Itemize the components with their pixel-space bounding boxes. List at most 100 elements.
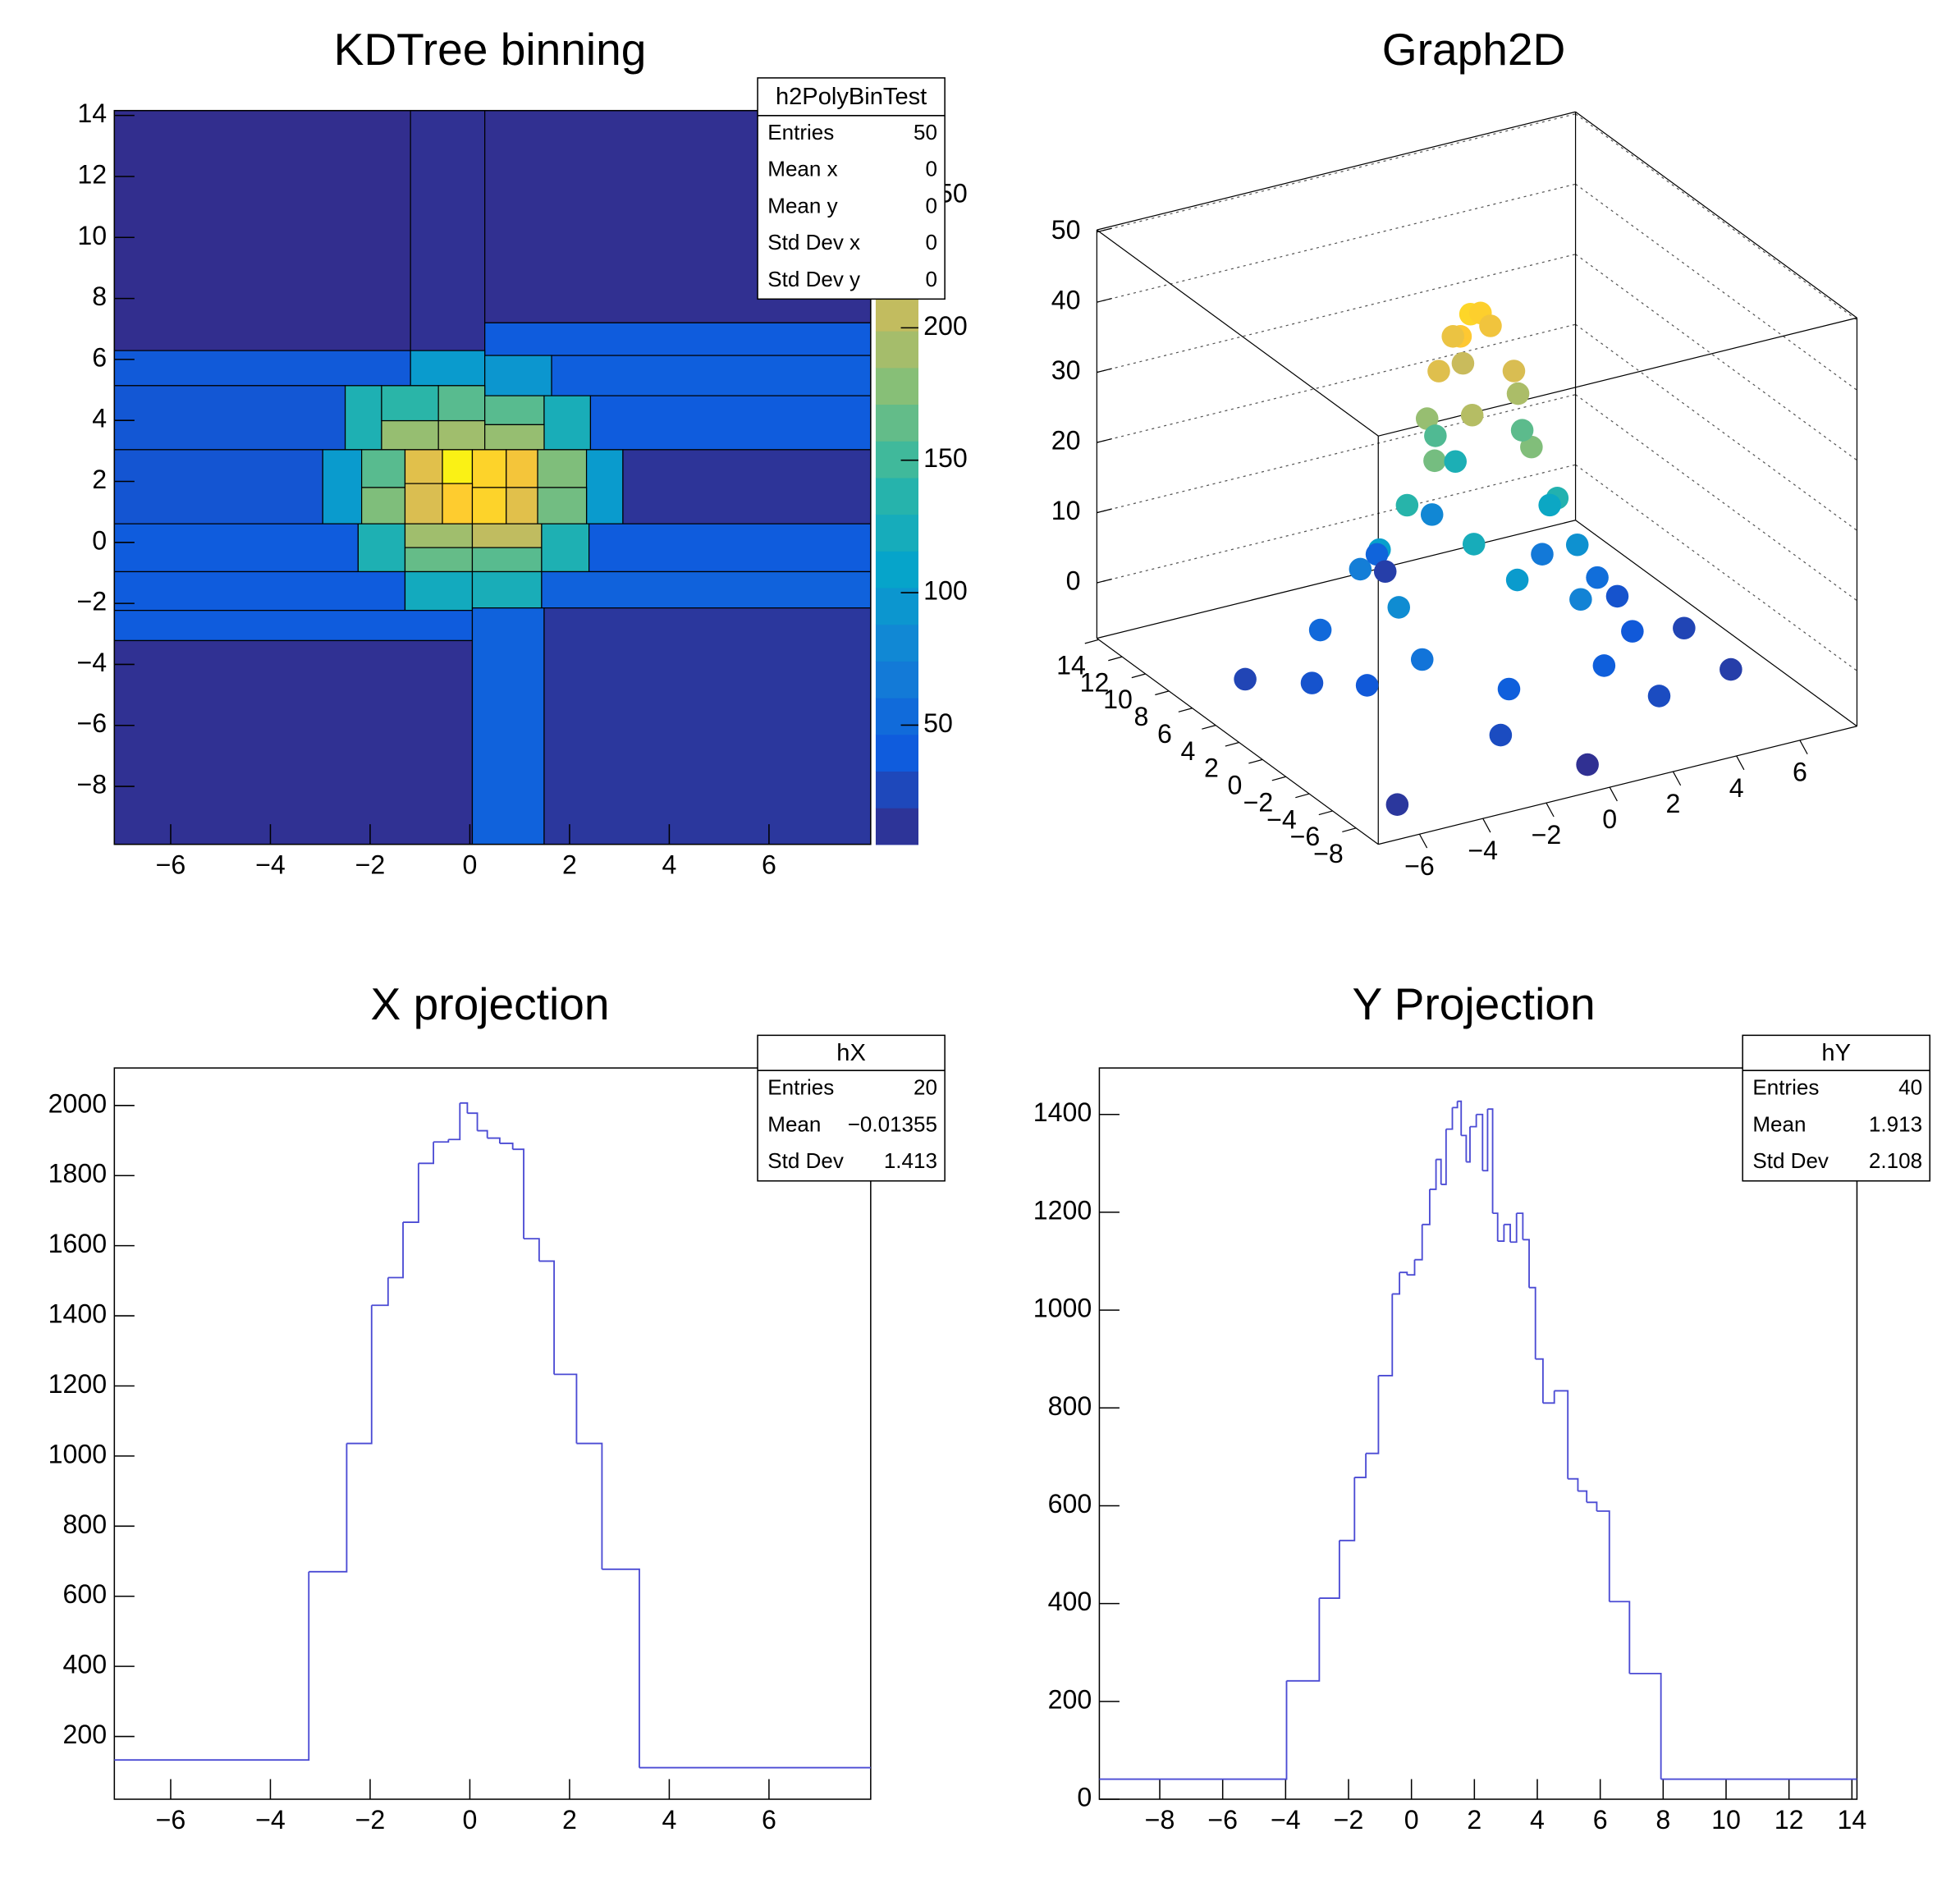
poly-bin xyxy=(442,449,474,484)
histogram-step xyxy=(1497,1224,1505,1242)
point xyxy=(1424,424,1447,447)
histogram-step xyxy=(1469,1114,1477,1128)
stats-value: 2.108 xyxy=(1869,1148,1922,1173)
poly-bin xyxy=(113,350,411,387)
x-tick-label: 2 xyxy=(1467,1805,1481,1835)
x-tick-label: 4 xyxy=(1729,773,1744,803)
point xyxy=(1479,314,1502,337)
poly-bin xyxy=(589,395,872,451)
stats-label: Entries xyxy=(1752,1074,1819,1099)
histogram-step xyxy=(1399,1271,1408,1276)
box-edge xyxy=(1575,111,1857,318)
stats-label: Std Dev xyxy=(1752,1148,1829,1173)
histogram-step xyxy=(512,1148,524,1239)
y-tick-label: −4 xyxy=(76,648,107,677)
y-tick-label: 600 xyxy=(63,1579,108,1609)
poly-bin xyxy=(537,487,588,524)
y-tick-label: 800 xyxy=(63,1509,108,1539)
histogram-step xyxy=(1429,1159,1437,1190)
grid-line xyxy=(1097,183,1576,303)
histogram-step xyxy=(1529,1286,1536,1359)
pad: Graph2D−6−4−20246−8−6−4−2024681012140102… xyxy=(1051,24,1858,881)
y-tick-label: 800 xyxy=(1048,1391,1092,1421)
y-tick-label: 2 xyxy=(92,465,107,494)
histogram-step xyxy=(1510,1213,1518,1244)
histogram-step xyxy=(448,1102,461,1141)
poly-bin xyxy=(585,449,624,524)
point xyxy=(1510,419,1534,442)
stats-label: Std Dev xyxy=(767,1148,844,1173)
poly-bin xyxy=(471,570,543,609)
x-tick-label: 14 xyxy=(1837,1805,1866,1835)
histogram-step xyxy=(346,1305,373,1445)
poly-bin xyxy=(381,385,439,422)
point xyxy=(1420,503,1444,526)
stats-label: Mean y xyxy=(767,193,837,218)
z-tick-label: 20 xyxy=(1051,426,1081,456)
histogram-step xyxy=(1466,1126,1471,1163)
poly-bin xyxy=(471,523,543,548)
y-tick-label: 6 xyxy=(92,342,107,372)
point xyxy=(1506,382,1530,405)
z-tick xyxy=(1097,437,1112,443)
point xyxy=(1565,533,1589,557)
point xyxy=(1385,793,1409,816)
grid-line xyxy=(1575,113,1857,321)
poly-bin xyxy=(588,523,872,573)
stats-box xyxy=(757,1034,946,1182)
y-tick-label: 0 xyxy=(92,525,107,555)
x-tick-label: 4 xyxy=(662,850,676,880)
histogram-step xyxy=(1366,1375,1380,1454)
colorbar-step xyxy=(875,477,918,515)
poly-bin xyxy=(361,487,406,524)
x-tick-label: −2 xyxy=(1334,1805,1364,1835)
histogram-step xyxy=(1542,1390,1555,1404)
poly-bin xyxy=(506,487,538,524)
poly-bin xyxy=(113,449,323,524)
point xyxy=(1462,533,1486,556)
grid-line xyxy=(1575,464,1857,671)
colorbar-step xyxy=(875,404,918,442)
y-tick-label: 400 xyxy=(1048,1587,1092,1616)
histogram-step xyxy=(403,1163,419,1223)
histogram-step xyxy=(1452,1101,1459,1109)
chart-title: KDTree binning xyxy=(334,24,647,75)
grid-line xyxy=(1575,254,1857,461)
x-tick-label: −4 xyxy=(1271,1805,1301,1835)
colorbar-step xyxy=(875,771,918,808)
poly-bin xyxy=(471,449,507,488)
histogram-step xyxy=(1492,1212,1499,1242)
point xyxy=(1531,543,1554,566)
x-tick xyxy=(1736,755,1745,771)
colorbar-tick-label: 150 xyxy=(923,443,968,473)
point xyxy=(1441,325,1465,348)
y-tick-label: 12 xyxy=(77,159,107,189)
point xyxy=(1497,677,1521,701)
histogram-step xyxy=(487,1137,501,1143)
x-tick-label: 6 xyxy=(1793,758,1807,787)
x-tick-label: 2 xyxy=(562,850,577,880)
stats-value: 50 xyxy=(914,120,937,144)
point xyxy=(1720,657,1742,681)
poly-bin xyxy=(537,449,588,488)
point xyxy=(1569,588,1592,612)
point xyxy=(1373,560,1397,584)
histogram-step xyxy=(1407,1259,1416,1276)
z-tick xyxy=(1097,297,1112,303)
histogram-step xyxy=(477,1129,488,1138)
grid-line xyxy=(1097,394,1576,514)
point xyxy=(1605,584,1629,608)
y-tick-label: −6 xyxy=(1290,822,1321,851)
histogram-step xyxy=(1596,1510,1610,1602)
colorbar-step xyxy=(875,294,918,332)
histogram-step xyxy=(1354,1453,1367,1478)
point xyxy=(1592,654,1616,677)
y-tick-label: 10 xyxy=(77,221,107,250)
stats-label: Mean xyxy=(1752,1111,1806,1136)
z-tick xyxy=(1097,227,1112,233)
box-edge xyxy=(1575,520,1857,727)
poly-bin xyxy=(404,523,474,548)
point xyxy=(1365,543,1389,566)
x-tick-label: 6 xyxy=(762,850,776,880)
